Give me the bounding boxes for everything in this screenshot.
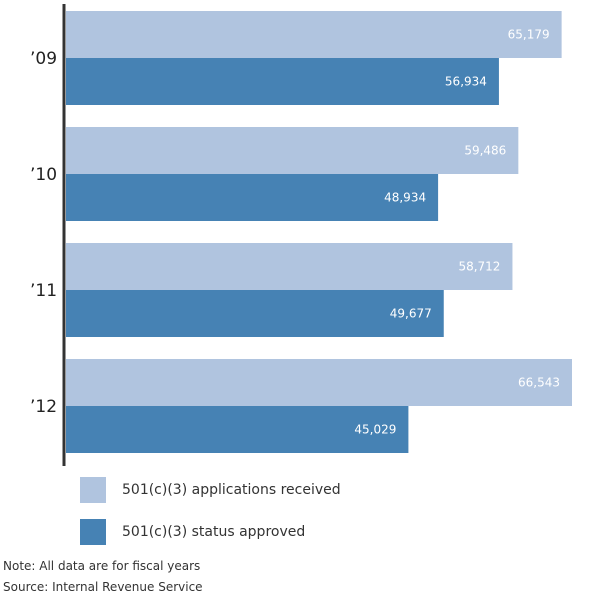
value-label-approved-0: 56,934 xyxy=(445,75,487,89)
legend-label-approved: 501(c)(3) status approved xyxy=(122,524,306,540)
bar-approved-2 xyxy=(66,290,444,337)
bar-received-0 xyxy=(66,11,562,58)
bar-approved-1 xyxy=(66,174,439,221)
value-label-approved-1: 48,934 xyxy=(384,191,426,205)
bar-received-1 xyxy=(66,127,519,174)
value-label-approved-2: 49,677 xyxy=(390,307,432,321)
chart-legend: 501(c)(3) applications received 501(c)(3… xyxy=(80,476,341,560)
legend-swatch-received xyxy=(80,477,106,503)
value-label-received-2: 58,712 xyxy=(458,260,500,274)
bar-approved-0 xyxy=(66,58,499,105)
value-label-approved-3: 45,029 xyxy=(354,423,396,437)
value-label-received-1: 59,486 xyxy=(464,144,506,158)
legend-item-approved: 501(c)(3) status approved xyxy=(80,518,341,546)
value-label-received-3: 66,543 xyxy=(518,376,560,390)
legend-swatch-approved xyxy=(80,519,106,545)
bar-chart: 65,179 56,934 ’09 59,486 48,934 ’10 58,712 49,6… xyxy=(30,4,572,466)
bar-received-3 xyxy=(66,359,572,406)
bar-received-2 xyxy=(66,243,513,290)
category-label-1: ’10 xyxy=(30,165,57,185)
value-label-received-0: 65,179 xyxy=(508,28,550,42)
legend-label-received: 501(c)(3) applications received xyxy=(122,482,341,498)
legend-item-received: 501(c)(3) applications received xyxy=(80,476,341,504)
category-label-2: ’11 xyxy=(30,281,57,301)
category-label-0: ’09 xyxy=(30,49,57,69)
note-text: Note: All data are for fiscal years xyxy=(3,559,201,573)
source-text: Source: Internal Revenue Service xyxy=(3,580,203,594)
chart-notes: Note: All data are for fiscal years Sour… xyxy=(3,556,203,598)
category-label-3: ’12 xyxy=(30,397,57,417)
bar-approved-3 xyxy=(66,406,409,453)
